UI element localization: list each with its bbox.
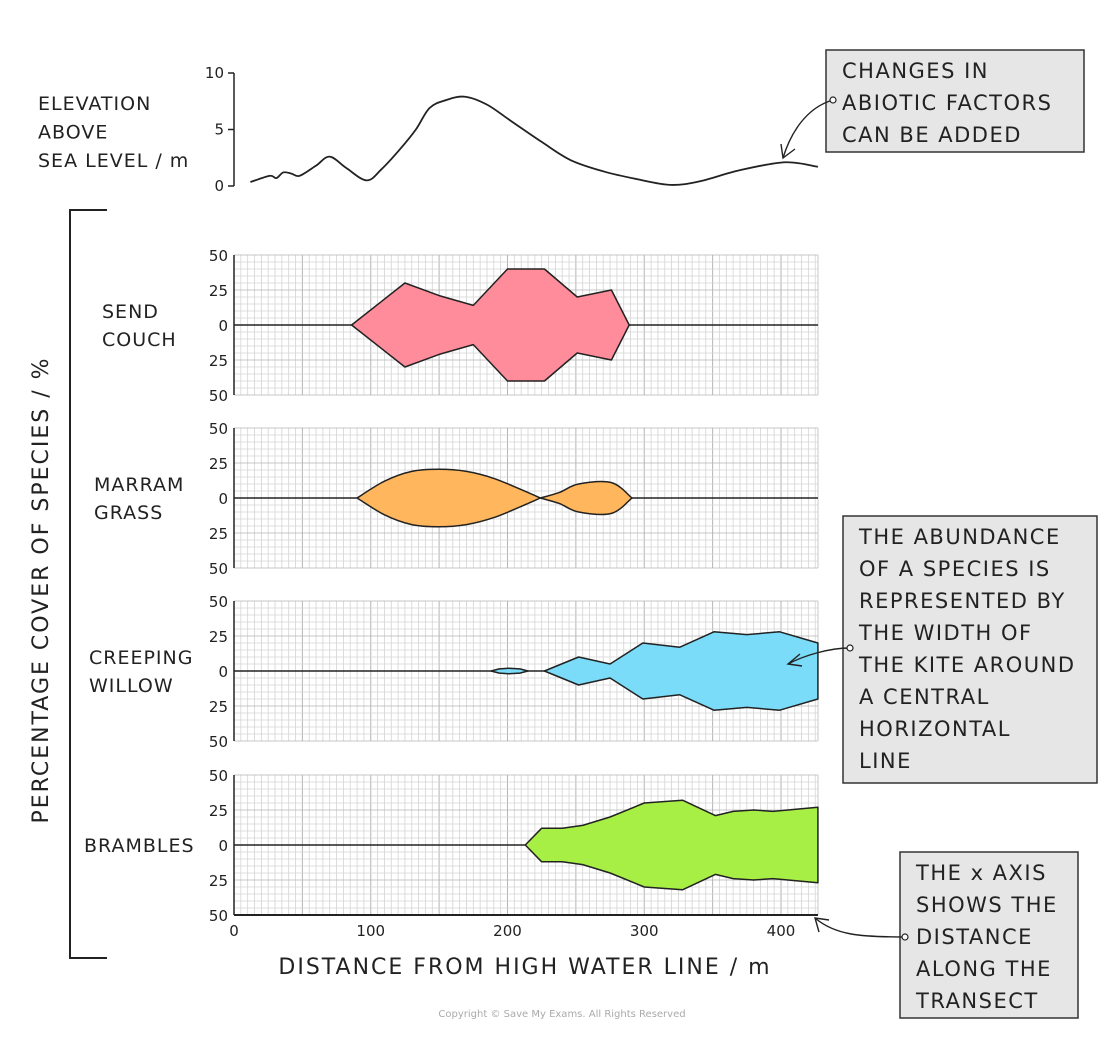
- y-tick-label: 25: [209, 352, 228, 370]
- kite-shape: [350, 268, 630, 382]
- annotation-text: ABIOTIC FACTORS: [842, 91, 1052, 115]
- elevation-label-line: ELEVATION: [38, 93, 151, 115]
- annotation-text: OF A SPECIES IS: [859, 557, 1051, 581]
- species-panel: 50 25 0 25 50 MARRAM GRASS: [94, 420, 819, 578]
- elevation-line: [250, 95, 819, 186]
- kite-shape: [490, 667, 529, 675]
- elevation-chart: ELEVATION ABOVE SEA LEVEL / m 10 5 0: [38, 64, 819, 195]
- annotation-text: THE KITE AROUND: [858, 653, 1076, 677]
- species-panel: 50 25 0 25 50 BRAMBLES: [84, 767, 819, 925]
- species-panel: 50 25 0 25 50 CREEPING WILLOW: [89, 593, 819, 751]
- y-tick-label: 50: [209, 733, 228, 751]
- annotation-arrow: [787, 647, 851, 665]
- y-tick-label: 50: [209, 247, 228, 265]
- x-tick-label: 100: [356, 922, 385, 940]
- annotation-text: DISTANCE: [916, 925, 1033, 949]
- annotations: CHANGES IN ABIOTIC FACTORS CAN BE ADDED THE…: [780, 49, 1098, 1019]
- arrow-head-icon: [780, 143, 796, 160]
- annotation-box: THE x AXIS SHOWS THE DISTANCE ALONG THE TRAN…: [814, 851, 1079, 1019]
- y-tick-label: 0: [218, 317, 228, 335]
- species-name: GRASS: [94, 502, 163, 524]
- y-tick-label: 50: [209, 767, 228, 785]
- y-tick-label: 25: [209, 455, 228, 473]
- y-tick-label: 0: [218, 837, 228, 855]
- species-panels: 502502550SENDCOUCH502502550MARRAMGRASS50…: [84, 247, 819, 925]
- axes: DISTANCE FROM HIGH WATER LINE / m PERCEN…: [29, 209, 796, 980]
- y-tick-label: 25: [209, 282, 228, 300]
- annotation-text: THE x AXIS: [915, 861, 1047, 885]
- annotation-text: HORIZONTAL: [859, 717, 1011, 741]
- y-tick-label: 50: [209, 560, 228, 578]
- annotation-text: SHOWS THE: [916, 893, 1058, 917]
- annotation-text: REPRESENTED BY: [859, 589, 1066, 613]
- arrow-head-icon: [814, 917, 830, 933]
- y-tick-label: 0: [218, 490, 228, 508]
- annotation-background: [842, 515, 1098, 784]
- annotation-dot: [846, 644, 854, 652]
- y-tick-label: 25: [209, 628, 228, 646]
- y-tick-label: 50: [209, 907, 228, 925]
- y-tick-label: 25: [209, 525, 228, 543]
- species-name: SEND: [102, 301, 159, 323]
- annotation-dot: [829, 96, 837, 104]
- annotation-background: [899, 851, 1079, 1019]
- annotation-text: A CENTRAL: [859, 685, 990, 709]
- annotation-dot: [901, 933, 909, 941]
- y-tick-label: 25: [209, 698, 228, 716]
- species-name: MARRAM: [94, 474, 184, 496]
- species-name: CREEPING: [89, 647, 193, 669]
- annotation-arrow: [782, 99, 834, 159]
- y-tick-label: 50: [209, 593, 228, 611]
- y-tick-label: 0: [218, 663, 228, 681]
- x-tick-label: 400: [767, 922, 796, 940]
- x-axis-label: DISTANCE FROM HIGH WATER LINE / m: [278, 955, 771, 980]
- annotation-background: [825, 49, 1085, 153]
- y-axis-label: PERCENTAGE COVER OF SPECIES / %: [29, 356, 54, 823]
- annotation-text: ALONG THE: [916, 957, 1052, 981]
- y-tick-label: 25: [209, 802, 228, 820]
- y-tick-label: 50: [209, 420, 228, 438]
- annotation-box: CHANGES IN ABIOTIC FACTORS CAN BE ADDED: [780, 49, 1085, 160]
- x-tick-label: 200: [493, 922, 522, 940]
- species-name: COUCH: [102, 329, 177, 351]
- annotation-arrow: [814, 917, 906, 938]
- elevation-tick-label: 0: [214, 177, 224, 195]
- copyright: Copyright © Save My Exams. All Rights Re…: [438, 1009, 685, 1020]
- annotation-text: TRANSECT: [915, 989, 1039, 1013]
- species-bracket: [69, 209, 107, 959]
- x-tick-label: 300: [630, 922, 659, 940]
- y-tick-label: 25: [209, 872, 228, 890]
- annotation-text: CHANGES IN: [842, 59, 989, 83]
- kite-shape: [539, 480, 633, 516]
- annotation-text: CAN BE ADDED: [842, 123, 1022, 147]
- species-panel: 50 25 0 25 50 SEND COUCH: [102, 247, 819, 405]
- kite-shape: [524, 799, 819, 891]
- annotation-text: THE ABUNDANCE: [858, 525, 1061, 549]
- species-name: BRAMBLES: [84, 835, 195, 857]
- x-tick-label: 0: [229, 922, 239, 940]
- y-tick-label: 50: [209, 387, 228, 405]
- species-name: WILLOW: [89, 675, 174, 697]
- kite-shape: [543, 631, 819, 711]
- annotation-text: LINE: [859, 749, 912, 773]
- elevation-tick-label: 10: [205, 64, 224, 82]
- elevation-tick-label: 5: [214, 121, 224, 139]
- annotation-box: THE ABUNDANCE OF A SPECIES IS REPRESENTED …: [786, 515, 1098, 784]
- elevation-label-line: SEA LEVEL / m: [38, 150, 189, 172]
- annotation-text: THE WIDTH OF: [858, 621, 1033, 645]
- elevation-label-line: ABOVE: [38, 122, 108, 144]
- arrow-head-icon: [786, 653, 803, 667]
